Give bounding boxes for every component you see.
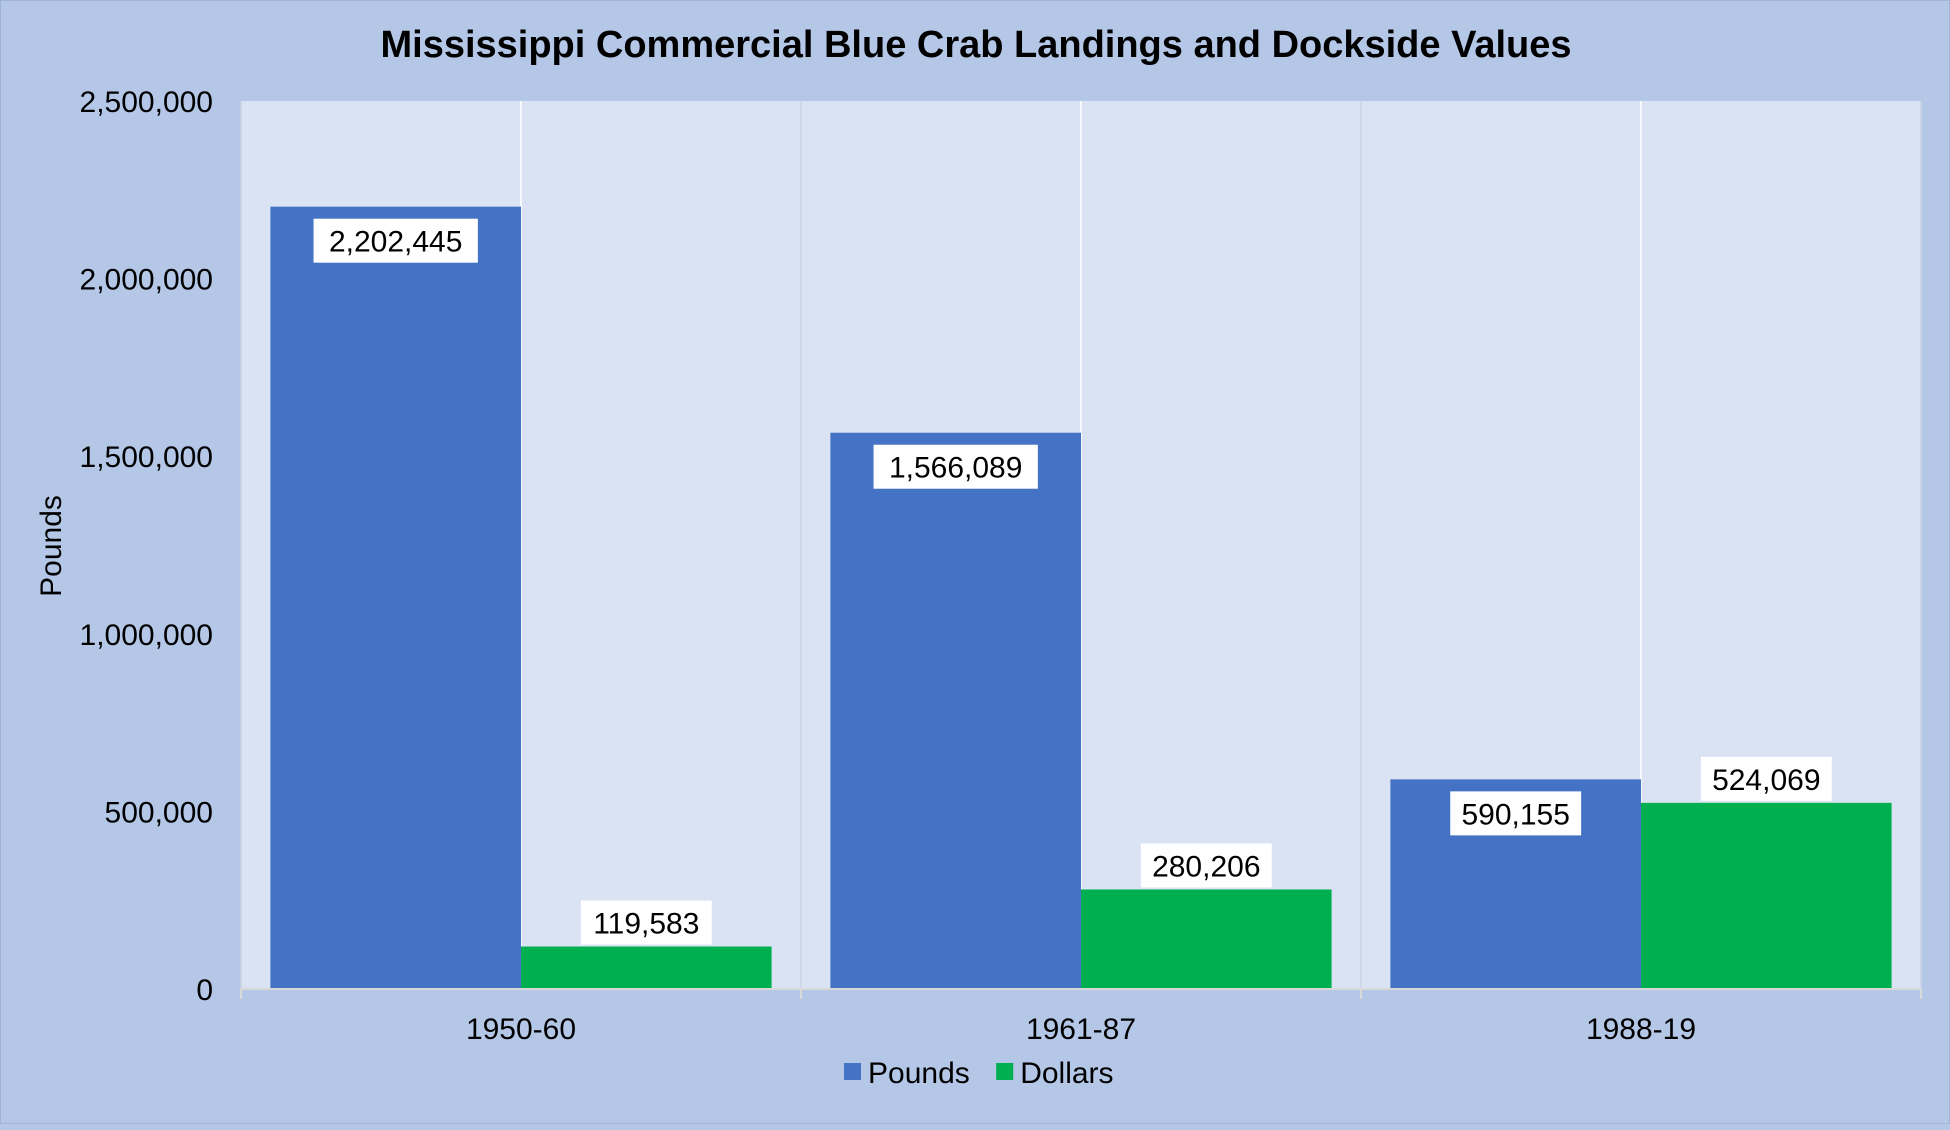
data-label: 119,583 bbox=[593, 908, 699, 941]
legend: Pounds Dollars bbox=[844, 1057, 1114, 1090]
data-label: 2,202,445 bbox=[329, 226, 462, 259]
legend-swatch-dollars bbox=[996, 1063, 1014, 1080]
data-label-box bbox=[1450, 791, 1582, 836]
x-axis-ticks: 1950-60 1961-87 1988-19 bbox=[240, 989, 1922, 1046]
legend-swatch-pounds bbox=[844, 1063, 861, 1080]
data-label-box bbox=[1700, 756, 1832, 801]
y-axis-ticks: 0 500,000 1,000,000 1,500,000 2,000,000 2,500… bbox=[80, 86, 213, 1007]
y-tick-label: 1,000,000 bbox=[80, 619, 213, 652]
x-tick-label: 1950-60 bbox=[466, 1013, 576, 1046]
x-tick-label: 1961-87 bbox=[1026, 1013, 1136, 1046]
data-label: 280,206 bbox=[1152, 850, 1260, 883]
bar-pounds bbox=[830, 432, 1081, 989]
legend-label-pounds: Pounds bbox=[868, 1057, 970, 1090]
data-labels: 2,202,445 1,566,089 590,155 119,583 280,206 5… bbox=[313, 218, 1832, 945]
y-tick-label: 2,500,000 bbox=[80, 86, 213, 119]
y-tick-label: 1,500,000 bbox=[80, 441, 213, 474]
bar-dollars bbox=[521, 946, 772, 989]
x-tick-label: 1988-19 bbox=[1586, 1013, 1696, 1046]
data-label-box bbox=[313, 218, 478, 263]
data-label: 1,566,089 bbox=[889, 452, 1022, 485]
chart-title: Mississippi Commercial Blue Crab Landing… bbox=[380, 24, 1571, 66]
y-tick-label: 0 bbox=[196, 974, 213, 1007]
y-tick-label: 500,000 bbox=[105, 796, 213, 829]
bar-dollars bbox=[1641, 802, 1892, 989]
data-label-box bbox=[1140, 843, 1272, 888]
y-axis-title: Pounds bbox=[35, 495, 68, 597]
legend-label-dollars: Dollars bbox=[1020, 1057, 1113, 1090]
y-tick-label: 2,000,000 bbox=[80, 264, 213, 297]
data-label-box bbox=[580, 900, 712, 945]
bars bbox=[270, 206, 1892, 989]
bar-pounds bbox=[270, 206, 521, 989]
data-label: 524,069 bbox=[1712, 764, 1820, 797]
data-label: 590,155 bbox=[1461, 798, 1569, 831]
data-label-box bbox=[873, 444, 1038, 489]
bar-dollars bbox=[1081, 889, 1332, 989]
